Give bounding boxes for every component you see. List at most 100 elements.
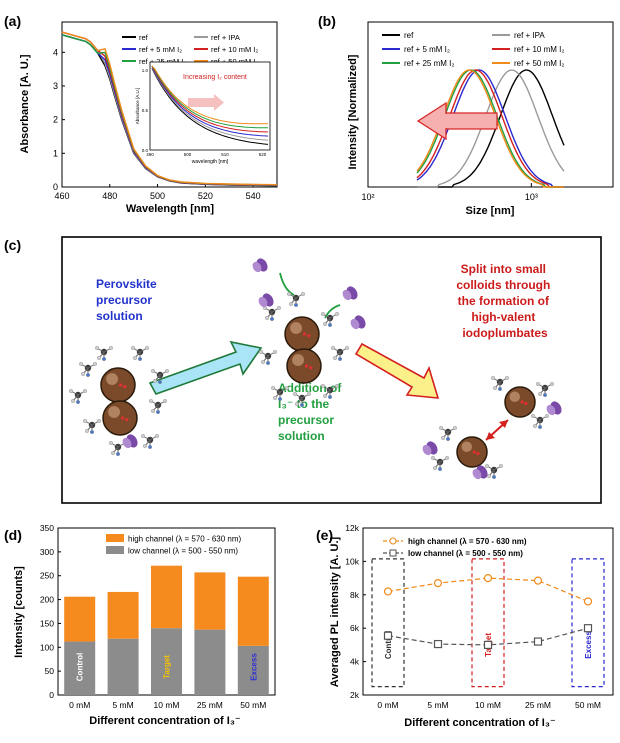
inset-y-tick: 1.0 [142,68,149,73]
panel-a-inset: Increasing I₂ content Absorbance [A.U.] … [135,61,271,165]
molecule-atom [335,312,340,317]
panel-d-ylabel: Intensity [counts] [13,566,25,658]
iodide-ion [258,296,268,308]
molecule-atom [110,451,115,456]
panel-e-legend: high channel (λ = 570 - 630 nm) low chann… [383,537,527,558]
legend-label: ref + 10 mM I₂ [211,45,258,54]
y-tick-label: 4 [53,47,58,57]
molecule-atom [499,464,504,469]
molecule-atom [321,384,326,389]
panel-b-frame [367,21,614,188]
panel-a-legend: ref ref + IPA ref + 5 mM I₂ ref + 10 mM I₂ r… [122,33,258,66]
colloid-highlight [292,354,304,366]
molecule-atom [80,372,85,377]
panel-d-legend: high channel (λ = 570 - 630 nm) low chann… [106,534,242,556]
legend-label: ref [404,31,414,40]
molecule-atom [82,389,87,394]
panel-e-lines [383,573,593,650]
panel-c-label: (c) [4,237,21,253]
molecule-atom [271,386,276,391]
molecule-atom [96,356,101,361]
molecule-atom [492,475,497,480]
molecule-atom [89,430,94,435]
molecule-atom [498,387,503,392]
y-tick-label: 10k [345,556,359,566]
molecule-atom [164,369,169,374]
molecule-atom [538,392,543,397]
x-tick-label: 50 mM [575,700,601,710]
molecule-atom [270,317,275,322]
molecule-atom [331,346,336,351]
highlight-box [371,558,405,688]
colloid-highlight [509,391,520,402]
molecule-atom [162,399,167,404]
x-tick-label: 10³ [525,192,538,202]
molecule-atom [108,441,113,446]
addition-line-2: I₃⁻ to the [278,397,330,411]
y-tick-label: 2 [53,115,58,125]
x-tick-label: 10 mM [475,700,501,710]
molecule-atom [273,396,278,401]
molecule-atom [82,419,87,424]
molecule-atom [438,467,443,472]
molecule-atom [130,346,135,351]
colloid-sphere [456,436,488,468]
inset-y-tick: 0.0 [142,148,149,153]
molecule-atom [278,397,283,402]
bar-annotation: Control [76,653,85,681]
molecule-atom [157,380,162,385]
precursor-text: Perovskite precursor solution [96,277,160,323]
molecule-atom [445,456,450,461]
molecule-atom [148,399,153,404]
molecule-atom [68,389,73,394]
colloid-dot [118,383,123,387]
panel-e-chart: Different concentration of I₃⁻ Averaged … [329,523,614,729]
pl-marker-square [583,624,593,633]
colloid-dot [123,385,127,389]
legend-label: high channel (λ = 570 - 630 nm) [128,535,242,544]
legend-marker [389,549,397,557]
y-tick-label: 1 [53,148,58,158]
legend-label: ref + IPA [514,31,545,40]
panel-c-clusters [68,258,562,480]
panel-b-arrow-icon [416,101,447,141]
x-tick-label: 480 [102,191,117,201]
x-tick-label: 0 mM [69,700,90,710]
bar-high-channel [194,572,226,630]
pl-marker-square [533,637,543,646]
precursor-line-2: precursor [96,293,152,307]
molecule-atom [338,357,343,362]
bar-high-channel [107,591,139,639]
inset-x-tick: 520 [259,152,267,157]
x-tick-label: 520 [198,191,213,201]
green-curve-arrow-1 [279,272,295,296]
molecule-atom [323,322,328,327]
panel-e-frame [362,527,614,696]
molecule-atom [108,346,113,351]
addition-line-1: Addition of [278,381,342,395]
y-tick-label: 50 [45,666,55,676]
molecule-atom [261,360,266,365]
bar-high-channel [237,576,269,646]
panel-b-legend: ref ref + IPA ref + 5 mM I₂ ref + 10 mM I₂ r… [382,31,564,68]
inset-line-4 [151,65,268,129]
molecule-atom [140,434,145,439]
molecule-atom [487,474,492,479]
bar-annotation: Target [163,655,172,679]
molecule-atom [101,357,106,362]
molecule-atom [335,384,340,389]
pl-marker-circle [583,597,593,606]
molecule-atom [259,350,264,355]
iodide-ion [122,437,132,449]
bar-low-channel [237,645,269,695]
panel-d-label: (d) [4,527,22,543]
inset-title: Increasing I₂ content [183,74,247,81]
molecule-atom [301,292,306,297]
colloid-dot [120,416,125,420]
legend-label: ref + 25 mM I₂ [404,59,454,68]
molecule-atom [446,437,451,442]
molecule-atom [137,357,142,362]
molecule-atom [132,356,137,361]
double-arrow-head-2 [486,432,495,440]
pl-marker-circle [533,576,543,585]
